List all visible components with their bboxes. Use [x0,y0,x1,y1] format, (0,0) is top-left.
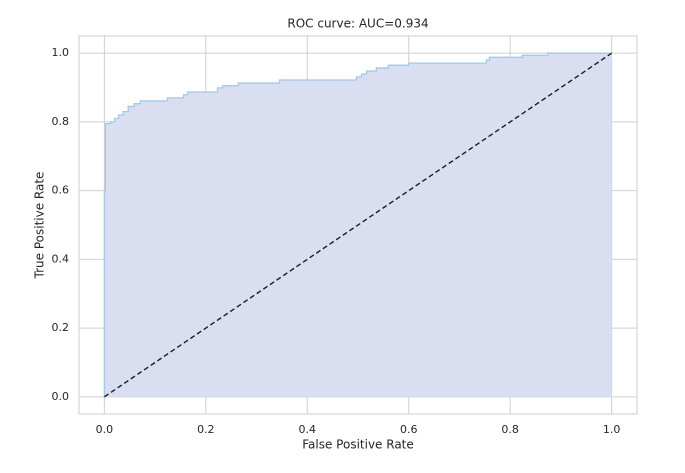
y-tick-label: 0.4 [52,252,70,265]
y-axis-label: True Positive Rate [33,172,47,280]
diagonal-line [103,52,613,398]
y-tick-label: 0.0 [52,390,70,403]
plot-frame [78,35,638,415]
x-tick-label: 0.6 [400,423,418,436]
roc-line [103,52,612,397]
x-tick-label: 0.0 [96,423,114,436]
y-tick-label: 1.0 [52,46,70,59]
x-tick-label: 0.8 [501,423,519,436]
chart-title: ROC curve: AUC=0.934 [287,17,428,31]
x-tick-label: 0.2 [197,423,215,436]
x-tick-label: 1.0 [603,423,621,436]
y-tick-label: 0.8 [52,115,70,128]
y-tick-label: 0.2 [52,321,70,334]
x-tick-label: 0.4 [299,423,317,436]
x-axis-label: False Positive Rate [302,438,414,452]
y-tick-label: 0.6 [52,184,70,197]
